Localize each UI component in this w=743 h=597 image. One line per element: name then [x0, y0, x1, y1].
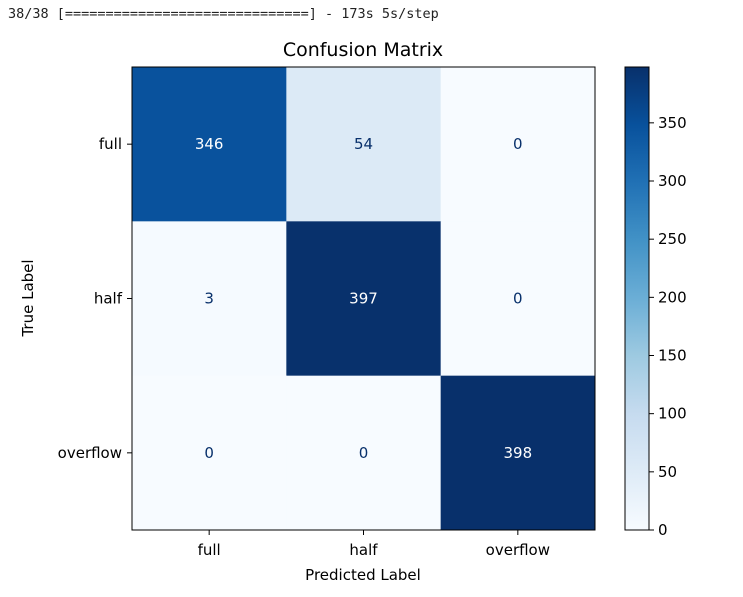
- colorbar: [624, 66, 650, 531]
- colorbar-tick-label: 250: [658, 230, 687, 248]
- progress-output-line: 38/38 [==============================] -…: [8, 6, 439, 22]
- colorbar-tick-label: 300: [658, 172, 687, 190]
- x-tick-label: overflow: [486, 541, 550, 559]
- matrix-cell-value: 3: [204, 290, 214, 308]
- colorbar-tick-label: 100: [658, 405, 687, 423]
- matrix-cell: [440, 67, 596, 222]
- matrix-cells: [132, 67, 596, 531]
- x-axis-label: Predicted Label: [305, 566, 421, 584]
- matrix-cell-value: 346: [195, 135, 224, 153]
- matrix-cell-value: 0: [359, 444, 369, 462]
- y-tick-label: full: [99, 135, 122, 153]
- x-tick-label: half: [349, 541, 378, 559]
- matrix-cell: [132, 221, 287, 377]
- matrix-cell: [132, 375, 287, 531]
- y-axis-ticks: full half overflow: [58, 135, 132, 462]
- matrix-cell: [286, 375, 442, 531]
- matrix-cell-value: 397: [349, 290, 378, 308]
- colorbar-tick-label: 350: [658, 114, 687, 132]
- matrix-cell-labels: 346 54 0 3 397 0 0 0 398: [195, 135, 532, 462]
- matrix-cell: [440, 221, 596, 377]
- colorbar-ticks: 0 50 100 150 200 250 300 350: [649, 114, 687, 539]
- matrix-cell-value: 398: [504, 444, 533, 462]
- x-tick-label: full: [198, 541, 221, 559]
- matrix-cell-value: 0: [513, 290, 523, 308]
- matrix-cell: [286, 67, 442, 222]
- x-axis-ticks: full half overflow: [198, 530, 550, 559]
- chart-title: Confusion Matrix: [283, 39, 443, 61]
- colorbar-tick-label: 0: [658, 521, 668, 539]
- matrix-cell-value: 54: [354, 135, 373, 153]
- colorbar-tick-label: 200: [658, 288, 687, 306]
- matrix-cell: [132, 67, 287, 222]
- matrix-cell-value: 0: [204, 444, 214, 462]
- matrix-cell: [440, 375, 596, 531]
- colorbar-tick-label: 50: [658, 463, 677, 481]
- y-tick-label: half: [94, 290, 123, 308]
- y-tick-label: overflow: [58, 444, 122, 462]
- matrix-cell-value: 0: [513, 135, 523, 153]
- y-axis-label: True Label: [19, 259, 37, 337]
- matrix-cell: [286, 221, 442, 377]
- colorbar-tick-label: 150: [658, 347, 687, 365]
